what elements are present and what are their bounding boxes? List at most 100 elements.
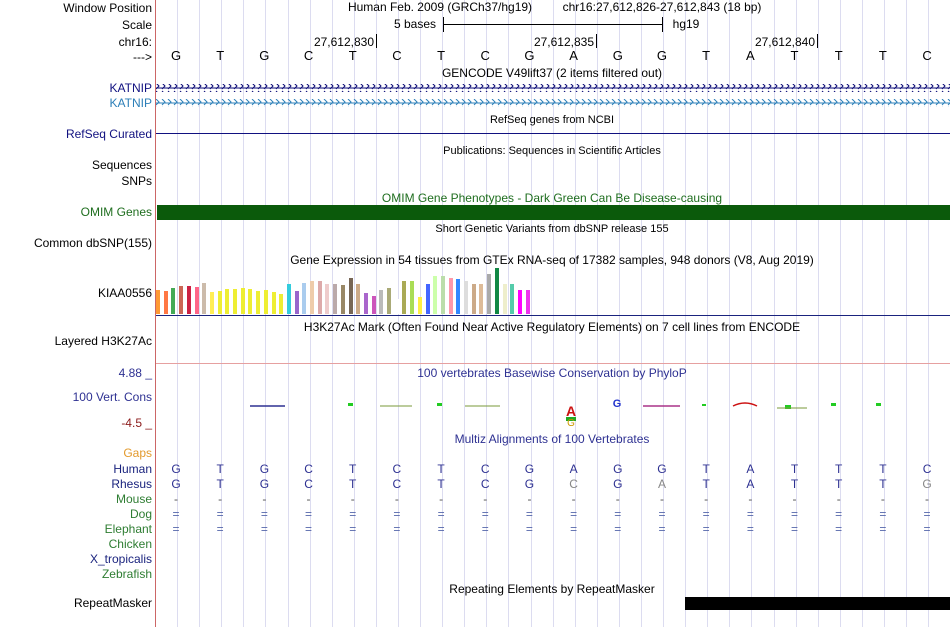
gtex-tissue-bar[interactable] xyxy=(402,281,407,314)
species-label-x_tropicalis[interactable]: X_tropicalis xyxy=(89,552,152,566)
gtex-tissue-bar[interactable] xyxy=(348,278,353,314)
gaps-label[interactable]: Gaps xyxy=(123,446,152,460)
sequence-base: G xyxy=(524,48,535,63)
label-panel-border xyxy=(155,0,156,627)
gtex-tissue-bar[interactable] xyxy=(502,284,507,314)
gtex-tissue-bar[interactable] xyxy=(356,284,361,314)
species-label-rhesus[interactable]: Rhesus xyxy=(111,477,152,491)
omim-gene-bar[interactable] xyxy=(157,205,950,220)
gtex-tissue-bar[interactable] xyxy=(217,291,222,314)
gtex-tissue-bar[interactable] xyxy=(294,291,299,314)
species-label-human[interactable]: Human xyxy=(113,462,152,476)
gtex-tissue-bar[interactable] xyxy=(240,288,245,314)
repeatmasker-element[interactable] xyxy=(685,597,950,610)
gtex-tissue-bar[interactable] xyxy=(417,297,422,314)
h3k27ac-label[interactable]: Layered H3K27Ac xyxy=(54,334,152,348)
gtex-tissue-bar[interactable] xyxy=(156,290,160,314)
gtex-tissue-bar[interactable] xyxy=(387,288,391,314)
alignment-base: = xyxy=(879,522,887,536)
gtex-tissue-bar[interactable] xyxy=(433,276,438,314)
gtex-tissue-bar[interactable] xyxy=(163,291,168,314)
species-label-mouse[interactable]: Mouse xyxy=(115,492,152,506)
gtex-tissue-bar[interactable] xyxy=(494,268,499,314)
gtex-tissue-bar[interactable] xyxy=(248,289,253,314)
gtex-tissue-bar[interactable] xyxy=(179,286,184,314)
gtex-tissue-bar[interactable] xyxy=(440,276,445,314)
alignment-base: = xyxy=(923,522,931,536)
refseq-gene-line[interactable] xyxy=(155,133,950,134)
alignment-base: G xyxy=(922,477,932,491)
gencode-label-1[interactable]: KATNIP xyxy=(109,81,152,95)
coordinate-label: 27,612,835 xyxy=(533,35,594,49)
alignment-base: = xyxy=(349,507,357,521)
gtex-label[interactable]: KIAA0556 xyxy=(97,286,152,300)
alignment-base: - xyxy=(174,492,178,506)
gtex-tissue-bar[interactable] xyxy=(286,284,291,314)
species-label-chicken[interactable]: Chicken xyxy=(108,537,152,551)
phylop-label[interactable]: 100 Vert. Cons xyxy=(72,390,152,404)
gtex-tissue-bar[interactable] xyxy=(464,281,468,314)
gtex-tissue-bar[interactable] xyxy=(202,283,207,314)
alignment-base: T xyxy=(216,477,224,491)
gencode-transcripts[interactable] xyxy=(155,82,950,108)
gtex-tissue-bar[interactable] xyxy=(325,284,330,314)
gtex-tissue-bar[interactable] xyxy=(471,284,476,314)
alignment-base: C xyxy=(922,462,932,476)
gtex-tissue-bar[interactable] xyxy=(456,279,461,314)
omim-title: OMIM Gene Phenotypes - Dark Green Can Be… xyxy=(381,191,723,205)
phylop-signal[interactable]: A G G xyxy=(155,396,950,428)
species-label-zebrafish[interactable]: Zebrafish xyxy=(101,567,152,581)
sequence-base: C xyxy=(480,48,490,63)
gtex-tissue-bar[interactable] xyxy=(233,289,237,314)
dbsnp-label[interactable]: Common dbSNP(155) xyxy=(33,236,152,250)
gtex-tissue-bar[interactable] xyxy=(363,293,368,314)
gtex-tissue-bar[interactable] xyxy=(479,284,484,314)
gtex-tissue-bar[interactable] xyxy=(371,296,376,314)
alignment-base: = xyxy=(746,522,754,536)
sequences-label[interactable]: Sequences xyxy=(91,158,152,172)
gtex-bar-chart[interactable] xyxy=(156,266,556,314)
alignment-base: - xyxy=(792,492,797,506)
alignment-base: - xyxy=(394,492,399,506)
species-label-dog[interactable]: Dog xyxy=(129,507,152,521)
gtex-tissue-bar[interactable] xyxy=(425,284,430,314)
gtex-tissue-bar[interactable] xyxy=(263,290,268,314)
alignment-base: = xyxy=(835,507,843,521)
phylop-letter-a: A xyxy=(566,403,576,419)
alignment-base: C xyxy=(480,477,490,491)
gtex-tissue-bar[interactable] xyxy=(194,287,199,314)
refseq-label[interactable]: RefSeq Curated xyxy=(65,127,152,141)
scale-label: Scale xyxy=(121,18,152,32)
gtex-tissue-bar[interactable] xyxy=(209,292,214,314)
gtex-tissue-bar[interactable] xyxy=(510,284,515,314)
gtex-tissue-bar[interactable] xyxy=(517,290,522,314)
alignment-base: T xyxy=(835,477,843,491)
gtex-tissue-bar[interactable] xyxy=(171,288,176,314)
scale-value: 5 bases xyxy=(393,17,437,31)
gtex-tissue-bar[interactable] xyxy=(340,285,345,314)
gtex-tissue-bar[interactable] xyxy=(410,281,415,314)
phylop-title: 100 vertebrates Basewise Conservation by… xyxy=(417,366,687,380)
gtex-tissue-bar[interactable] xyxy=(394,299,399,314)
gtex-tissue-bar[interactable] xyxy=(310,281,314,314)
species-label-elephant[interactable]: Elephant xyxy=(104,522,152,536)
gtex-tissue-bar[interactable] xyxy=(302,283,307,314)
gtex-tissue-bar[interactable] xyxy=(271,292,276,314)
gtex-tissue-bar[interactable] xyxy=(317,281,322,314)
gtex-tissue-bar[interactable] xyxy=(333,284,338,314)
repeatmasker-label[interactable]: RepeatMasker xyxy=(73,596,152,610)
gtex-tissue-bar[interactable] xyxy=(225,289,230,314)
gtex-tissue-bar[interactable] xyxy=(186,286,191,314)
gtex-tissue-bar[interactable] xyxy=(525,290,530,314)
gencode-label-2[interactable]: KATNIP xyxy=(109,96,152,110)
omim-label[interactable]: OMIM Genes xyxy=(80,205,152,219)
gtex-tissue-bar[interactable] xyxy=(279,294,284,314)
gtex-tissue-bar[interactable] xyxy=(256,291,261,314)
gtex-tissue-bar[interactable] xyxy=(487,274,492,314)
gtex-tissue-bar[interactable] xyxy=(448,278,453,314)
gtex-tissue-bar[interactable] xyxy=(379,290,384,314)
snps-label[interactable]: SNPs xyxy=(121,174,152,188)
scale-bar xyxy=(443,24,662,25)
alignment-base: T xyxy=(879,477,887,491)
